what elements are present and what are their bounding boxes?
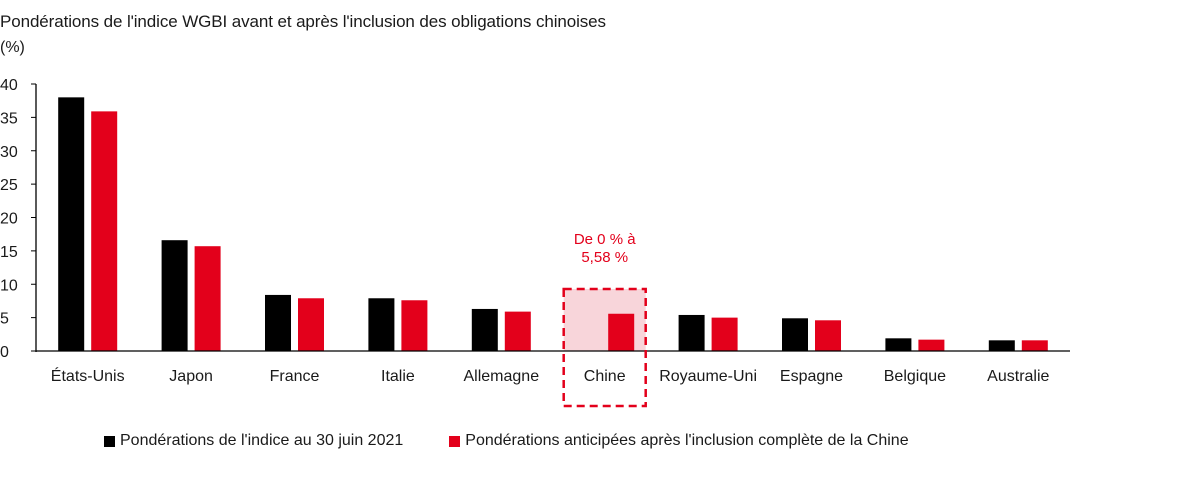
bar-after [918, 339, 945, 351]
y-tick-label: 10 [0, 277, 18, 294]
bar-after [711, 317, 738, 351]
legend-label-before: Pondérations de l'indice au 30 juin 2021 [120, 432, 404, 449]
bar-before [885, 338, 912, 351]
chart-title: Pondérations de l'indice WGBI avant et a… [0, 12, 606, 31]
y-tick-label: 15 [0, 244, 18, 261]
bar-after [815, 320, 841, 351]
y-tick-label: 35 [0, 110, 18, 127]
y-tick-label: 30 [0, 144, 18, 161]
x-tick-label: France [270, 368, 320, 385]
legend: Pondérations de l'indice au 30 juin 2021… [104, 432, 955, 450]
bar-after [401, 300, 428, 351]
legend-item-after: Pondérations anticipées après l'inclusio… [449, 432, 909, 450]
x-tick-label: Australie [987, 368, 1049, 385]
legend-swatch-before [104, 435, 115, 447]
bar-before [265, 294, 291, 351]
bar-before [988, 340, 1015, 351]
x-tick-label: Espagne [780, 368, 843, 385]
bar-before [471, 308, 498, 351]
bar-before [58, 97, 85, 351]
bar-before [368, 298, 395, 351]
y-tick-label: 0 [0, 344, 9, 361]
x-tick-label: Japon [169, 368, 213, 385]
x-tick-label: Royaume-Uni [659, 368, 757, 385]
highlight-box [562, 287, 647, 408]
bar-before [782, 318, 808, 351]
x-tick-label: Belgique [884, 368, 946, 385]
bar-after [194, 246, 221, 351]
y-tick-label: 20 [0, 211, 18, 228]
x-tick-label: Italie [381, 368, 415, 385]
bar-after [298, 298, 324, 351]
bar-before [161, 240, 188, 351]
x-tick-label: Chine [584, 368, 626, 385]
bar-after [1021, 340, 1048, 351]
legend-label-after: Pondérations anticipées après l'inclusio… [465, 432, 909, 449]
bar-before [678, 314, 705, 351]
x-tick-label: Allemagne [463, 368, 539, 385]
y-tick-label: 25 [0, 177, 18, 194]
y-axis-unit-label: (%) [0, 39, 25, 56]
y-tick-label: 40 [0, 77, 18, 94]
x-tick-label: États-Unis [51, 366, 125, 385]
annotation-line1: De 0 % à [574, 231, 636, 248]
y-tick-label: 5 [0, 311, 9, 328]
bar-after [608, 313, 635, 351]
annotation-line2: 5,58 % [581, 249, 628, 266]
bar-after [504, 311, 531, 351]
legend-swatch-after [449, 435, 461, 447]
bar-after [91, 111, 118, 352]
legend-item-before: Pondérations de l'indice au 30 juin 2021 [104, 432, 403, 450]
bar-chart: 0 5 10 15 20 25 30 35 40 États-Unis Japon France Ita… [0, 77, 1070, 408]
